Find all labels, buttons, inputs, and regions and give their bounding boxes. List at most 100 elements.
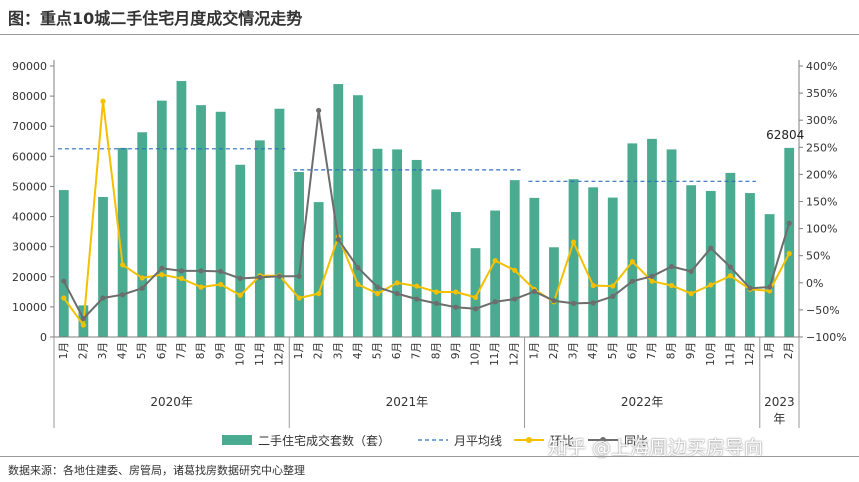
axes: 0 10000 20000 30000 40000 50000 60000 70000 8000…	[12, 60, 847, 428]
mom-point	[178, 275, 185, 282]
mom-point	[610, 283, 616, 289]
month-tick-label: 2月	[313, 342, 325, 359]
month-tick-label: 5月	[607, 342, 619, 359]
month-tick-label: 10月	[470, 342, 482, 366]
bar	[392, 149, 402, 337]
mom-point	[472, 294, 479, 301]
month-tick-label: 11月	[254, 342, 266, 366]
yoy-point	[276, 273, 283, 279]
y-right-tick-label: 150%	[806, 196, 837, 209]
mom-point	[570, 239, 577, 245]
y-right-tick-label: 50%	[806, 250, 830, 263]
bar	[352, 95, 363, 337]
yoy-point	[120, 292, 126, 298]
mom-point	[512, 267, 518, 273]
yoy-point	[198, 268, 204, 274]
yoy-point	[374, 284, 381, 290]
footer-divider	[0, 456, 859, 457]
yoy-point	[727, 264, 733, 270]
bar	[274, 108, 285, 337]
bar	[117, 147, 128, 337]
mom-point	[629, 259, 635, 265]
mom-point	[80, 322, 87, 328]
source-note: 数据来源：各地住建委、房管局，诸葛找房数据研究中心整理	[8, 464, 305, 477]
bar-series	[58, 81, 795, 338]
yoy-point	[296, 273, 302, 279]
mom-point	[316, 291, 322, 297]
mom-point	[61, 295, 67, 301]
bar	[156, 100, 167, 337]
yoy-point	[316, 107, 322, 114]
title-divider	[0, 34, 859, 35]
yoy-point	[531, 288, 537, 295]
month-tick-label: 1月	[764, 342, 776, 359]
bar	[627, 143, 638, 337]
month-tick-label: 1月	[528, 342, 540, 359]
bar	[588, 187, 599, 337]
mom-point	[708, 282, 714, 288]
yoy-point	[551, 298, 557, 304]
bar	[666, 149, 677, 337]
bar	[647, 138, 657, 337]
legend-swatch-mom-marker	[526, 437, 532, 443]
mom-point	[668, 282, 675, 289]
bar	[549, 247, 559, 337]
mom-point	[590, 282, 596, 289]
y-right-tick-label: −100%	[806, 331, 847, 344]
month-tick-label: 4月	[587, 342, 599, 359]
legend-swatch-bar	[222, 435, 252, 445]
month-tick-label: 12月	[509, 342, 521, 366]
legend-label: 二手住宅成交套数（套）	[258, 433, 390, 448]
month-tick-label: 6月	[156, 342, 168, 359]
month-tick-label: 9月	[685, 342, 697, 359]
yoy-point	[453, 304, 459, 310]
mom-point	[218, 281, 224, 288]
yoy-point	[355, 265, 361, 271]
y-left-tick-label: 0	[40, 331, 47, 344]
month-tick-label: 2月	[783, 342, 795, 359]
year-label: 2023 年	[764, 395, 795, 426]
bar	[98, 196, 108, 337]
yoy-point	[649, 273, 655, 279]
chart: 0 10000 20000 30000 40000 50000 60000 70000 8000…	[12, 60, 847, 448]
bar	[58, 190, 69, 337]
mom-point	[198, 284, 204, 290]
bar	[176, 81, 187, 337]
bar	[313, 202, 324, 337]
yoy-point	[708, 245, 714, 251]
bar	[215, 111, 226, 337]
mom-point	[688, 291, 694, 297]
month-tick-label: 11月	[489, 342, 501, 366]
year-label: 2021年	[386, 395, 429, 409]
month-tick-label: 1月	[293, 342, 305, 359]
mom-point	[414, 283, 420, 289]
chart-title: 图：重点10城二手住宅月度成交情况走势	[8, 9, 303, 28]
legend: 二手住宅成交套数（套） 月平均线 环比 同比	[222, 433, 648, 448]
month-tick-label: 7月	[175, 342, 187, 359]
month-tick-label: 6月	[391, 342, 403, 359]
bar	[490, 210, 501, 337]
bar	[196, 105, 206, 338]
month-tick-label: 7月	[411, 342, 423, 359]
mom-point	[159, 272, 165, 278]
yoy-point	[394, 291, 400, 297]
bar	[470, 248, 481, 337]
yoy-point	[512, 296, 518, 302]
mom-point	[394, 280, 400, 286]
yoy-point	[472, 306, 479, 312]
y-left-tick-label: 80000	[12, 90, 47, 103]
month-tick-label: 2月	[548, 342, 560, 359]
legend-swatch-yoy-marker	[600, 437, 606, 443]
mom-point	[786, 250, 792, 257]
y-right-tick-label: 200%	[806, 168, 837, 181]
yoy-point	[492, 299, 498, 305]
month-tick-label: 6月	[626, 342, 638, 359]
yoy-point	[668, 263, 675, 270]
month-tick-label: 3月	[97, 342, 109, 359]
yoy-point	[218, 268, 224, 275]
month-tick-label: 1月	[58, 342, 70, 359]
mom-line	[62, 100, 791, 327]
average-line-series	[57, 148, 756, 182]
mom-point	[433, 289, 439, 295]
yoy-point	[766, 284, 773, 290]
